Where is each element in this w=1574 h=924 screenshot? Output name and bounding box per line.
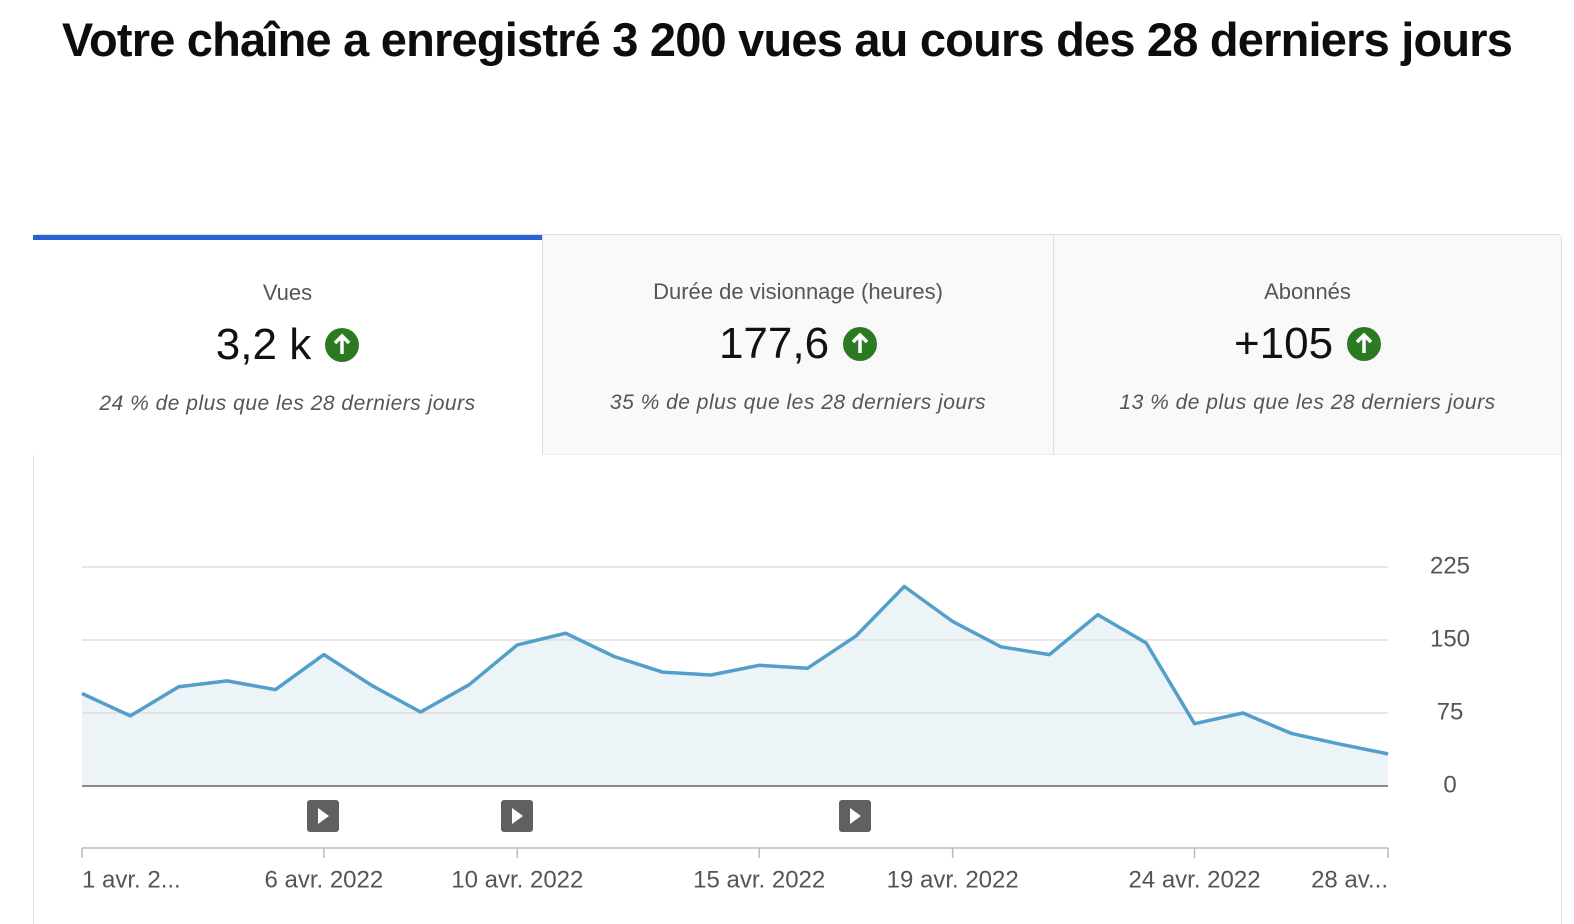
- x-tick-label: 28 av...: [1311, 866, 1388, 893]
- x-tick-label: 24 avr. 2022: [1128, 866, 1260, 893]
- tab-change: 35 % de plus que les 28 derniers jours: [609, 391, 987, 414]
- tab-label: Abonnés: [1264, 279, 1351, 304]
- up-icon: [1347, 327, 1382, 361]
- x-tick-label: 1 avr. 2...: [82, 866, 181, 893]
- video-marker[interactable]: [307, 800, 339, 832]
- tab[interactable]: Abonnés +105 13 % de plus que les 28 der…: [1053, 235, 1561, 455]
- tab-change: 24 % de plus que les 28 derniers jours: [99, 392, 476, 415]
- analytics-card: [33, 234, 1562, 924]
- tab-label: Durée de visionnage (heures): [653, 279, 943, 304]
- x-tick-label: 10 avr. 2022: [451, 866, 583, 893]
- value-text: +105: [1233, 319, 1334, 368]
- value-text: 177,6: [718, 319, 830, 368]
- page-title: Votre chaîne a enregistré 3 200 vues au …: [61, 13, 1513, 66]
- y-tick-label: 225: [1430, 552, 1470, 579]
- tab-value: 177,6: [543, 319, 1053, 369]
- y-tick-label: 75: [1437, 698, 1464, 725]
- up-icon: [325, 328, 360, 362]
- y-tick-label: 0: [1443, 771, 1456, 798]
- area: [82, 586, 1388, 786]
- tab-label: Vues: [262, 280, 313, 305]
- tab[interactable]: Vues 3,2 k 24 % de plus que les 28 derni…: [33, 235, 542, 455]
- x-tick-label: 15 avr. 2022: [693, 866, 825, 893]
- tab-value: 3,2 k: [33, 320, 542, 370]
- tab[interactable]: Durée de visionnage (heures) 177,6 35 % …: [542, 235, 1053, 455]
- value-text: 3,2 k: [215, 320, 312, 369]
- x-tick-label: 6 avr. 2022: [264, 866, 383, 893]
- tab-change: 13 % de plus que les 28 derniers jours: [1119, 391, 1496, 414]
- up-icon: [843, 327, 878, 361]
- line: [81, 584, 1389, 756]
- tab-value: +105: [1054, 319, 1561, 369]
- x-tick-label: 19 avr. 2022: [887, 866, 1019, 893]
- video-marker[interactable]: [839, 800, 871, 832]
- y-tick-label: 150: [1430, 625, 1470, 652]
- video-marker[interactable]: [501, 800, 533, 832]
